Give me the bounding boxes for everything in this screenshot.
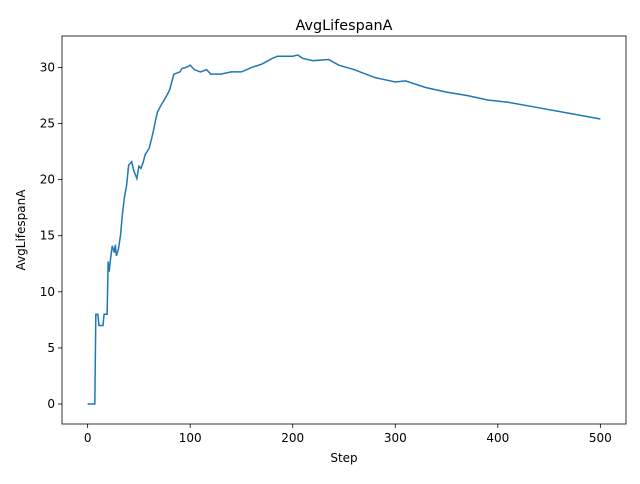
x-axis-label: Step xyxy=(330,451,357,465)
y-tick-label: 20 xyxy=(40,173,55,187)
y-tick-label: 10 xyxy=(40,285,55,299)
x-tick-label: 200 xyxy=(281,431,304,445)
y-tick-label: 5 xyxy=(47,341,55,355)
x-tick-label: 0 xyxy=(84,431,92,445)
x-tick-label: 300 xyxy=(384,431,407,445)
y-tick-label: 25 xyxy=(40,117,55,131)
y-tick-label: 15 xyxy=(40,229,55,243)
y-axis-label: AvgLifespanA xyxy=(14,189,28,271)
y-tick-label: 0 xyxy=(47,397,55,411)
x-tick-label: 100 xyxy=(179,431,202,445)
chart-title: AvgLifespanA xyxy=(295,18,392,34)
x-tick-label: 500 xyxy=(589,431,612,445)
data-line xyxy=(87,54,601,405)
y-tick-label: 30 xyxy=(40,60,55,74)
plot-frame xyxy=(61,35,627,425)
x-tick-label: 400 xyxy=(486,431,509,445)
